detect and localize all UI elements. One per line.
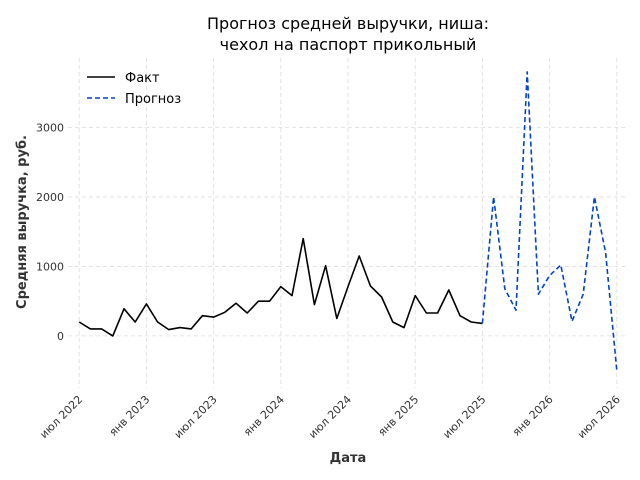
y-tick-label: 1000 — [36, 260, 64, 273]
chart-title-line1: Прогноз средней выручки, ниша: — [207, 14, 489, 33]
y-axis-ticks: 0 1000 2000 3000 — [36, 121, 64, 342]
x-tick-label: янв 2024 — [241, 393, 287, 439]
y-tick-label: 2000 — [36, 191, 64, 204]
series — [78, 71, 618, 371]
y-tick-label: 3000 — [36, 121, 64, 134]
x-tick-label: июл 2025 — [440, 393, 488, 441]
x-tick-label: янв 2026 — [510, 393, 556, 439]
x-tick-label: янв 2023 — [107, 393, 153, 439]
legend-label-forecast: Прогноз — [125, 92, 181, 107]
series-line-fact — [78, 237, 483, 337]
y-axis-label: Средняя выручка, руб. — [15, 135, 30, 309]
x-tick-label: июл 2026 — [575, 393, 623, 441]
x-tick-label: янв 2025 — [376, 393, 422, 439]
chart-title-line2: чехол на паспорт прикольный — [220, 35, 477, 54]
x-tick-label: июл 2022 — [37, 393, 85, 441]
legend: Факт Прогноз — [87, 71, 181, 107]
x-tick-label: июл 2023 — [172, 393, 220, 441]
grid — [68, 58, 628, 388]
legend-label-fact: Факт — [125, 71, 160, 86]
x-axis-label: Дата — [330, 451, 367, 466]
series-line-forecast — [481, 71, 618, 371]
x-axis-ticks: июл 2022 янв 2023 июл 2023 янв 2024 июл 2024… — [37, 393, 623, 441]
y-tick-label: 0 — [57, 330, 64, 343]
x-tick-label: июл 2024 — [306, 393, 354, 441]
